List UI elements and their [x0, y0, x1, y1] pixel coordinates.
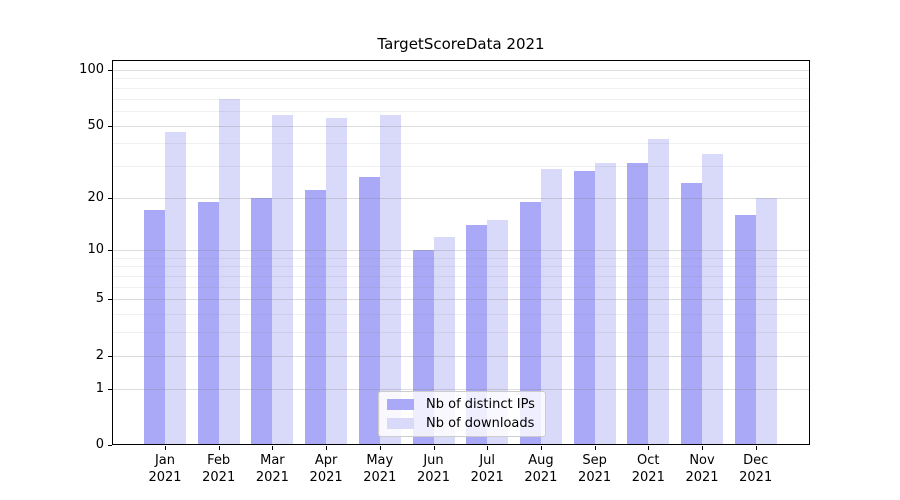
x-tick-mar	[272, 446, 274, 450]
x-tick-jun	[433, 446, 435, 450]
x-tick-feb	[218, 446, 220, 450]
bar-aug-distinct-ips	[519, 201, 541, 445]
plot-area	[112, 60, 810, 445]
y-tick-2	[108, 355, 112, 357]
bar-oct-distinct-ips	[627, 163, 649, 445]
bar-sep-distinct-ips	[573, 171, 595, 445]
x-tick-dec	[755, 446, 757, 450]
gridline-minor-9	[112, 257, 810, 259]
y-tick-100	[108, 69, 112, 71]
x-tick-label-jun: Jun 2021	[416, 453, 451, 485]
y-tick-20	[108, 197, 112, 199]
bar-aug-downloads	[540, 168, 562, 445]
x-tick-label-jan: Jan 2021	[148, 453, 182, 485]
gridline-minor-8	[112, 266, 810, 268]
bar-jan-distinct-ips	[144, 210, 165, 445]
bar-nov-downloads	[702, 153, 723, 445]
chart-title: TargetScoreData 2021	[377, 35, 545, 53]
x-tick-label-may: May 2021	[363, 453, 397, 485]
x-tick-label-mar: Mar 2021	[255, 453, 289, 485]
gridline-minor-3	[112, 332, 810, 334]
y-tick-50	[108, 125, 112, 127]
gridline-minor-70	[112, 98, 810, 100]
x-tick-sep	[594, 446, 596, 450]
gridline-minor-40	[112, 143, 810, 145]
x-tick-label-apr: Apr 2021	[309, 453, 343, 485]
x-tick-label-nov: Nov 2021	[685, 453, 719, 485]
gridline-major-5	[112, 299, 810, 301]
bar-dec-distinct-ips	[734, 214, 756, 445]
gridline-minor-4	[112, 314, 810, 316]
y-tick-label-5: 5	[95, 291, 104, 307]
x-tick-oct	[648, 446, 650, 450]
bar-oct-downloads	[648, 139, 670, 445]
y-tick-label-0: 0	[95, 437, 104, 452]
x-tick-may	[379, 446, 381, 450]
x-tick-nov	[702, 446, 703, 450]
legend-swatch-distinct-ips	[387, 399, 414, 410]
y-tick-label-2: 2	[95, 347, 104, 363]
y-tick-label-1: 1	[95, 380, 104, 396]
bar-jan-downloads	[165, 132, 186, 445]
y-tick-5	[108, 299, 112, 301]
y-tick-1	[108, 388, 112, 390]
legend-item-distinct-ips: Nb of distinct IPs	[387, 397, 537, 412]
legend-label-distinct-ips: Nb of distinct IPs	[426, 397, 535, 412]
x-tick-jan	[165, 446, 166, 450]
y-tick-label-100: 100	[79, 61, 104, 77]
x-tick-label-oct: Oct 2021	[631, 453, 665, 485]
bar-mar-downloads	[272, 115, 294, 445]
y-tick-label-20: 20	[87, 189, 104, 205]
gridline-minor-6	[112, 286, 810, 288]
x-tick-label-feb: Feb 2021	[202, 453, 236, 485]
y-tick-0	[108, 445, 112, 446]
legend-label-downloads: Nb of downloads	[426, 416, 535, 431]
gridline-minor-60	[112, 110, 810, 112]
gridline-major-100	[112, 69, 810, 71]
y-tick-10	[108, 250, 112, 252]
legend-swatch-downloads	[387, 418, 414, 429]
gridline-major-1	[112, 388, 810, 390]
bar-mar-distinct-ips	[251, 197, 273, 445]
gridline-major-2	[112, 355, 810, 357]
legend: Nb of distinct IPs Nb of downloads	[378, 391, 546, 437]
gridline-minor-7	[112, 276, 810, 278]
gridline-minor-30	[112, 165, 810, 167]
gridline-major-10	[112, 250, 810, 252]
bar-sep-downloads	[594, 163, 616, 445]
x-tick-apr	[326, 446, 328, 450]
x-tick-label-jul: Jul 2021	[470, 453, 504, 485]
bar-jul-downloads	[487, 219, 509, 445]
y-tick-label-10: 10	[87, 242, 104, 258]
bar-feb-distinct-ips	[197, 201, 219, 445]
y-tick-label-50: 50	[87, 117, 104, 133]
bar-nov-distinct-ips	[681, 183, 702, 445]
bar-jul-distinct-ips	[466, 224, 488, 445]
legend-item-downloads: Nb of downloads	[387, 416, 537, 431]
x-tick-label-sep: Sep 2021	[578, 453, 612, 485]
gridline-major-50	[112, 125, 810, 127]
bar-may-downloads	[379, 115, 401, 445]
gridline-minor-80	[112, 87, 810, 89]
bar-may-distinct-ips	[358, 177, 380, 445]
x-tick-aug	[540, 446, 542, 450]
bar-apr-downloads	[326, 117, 348, 445]
x-tick-label-dec: Dec 2021	[739, 453, 773, 485]
x-tick-label-aug: Aug 2021	[524, 453, 558, 485]
gridline-major-20	[112, 197, 810, 199]
bar-apr-distinct-ips	[305, 190, 327, 445]
bar-dec-downloads	[755, 197, 777, 445]
gridline-minor-90	[112, 78, 810, 80]
bar-feb-downloads	[218, 98, 240, 445]
x-tick-jul	[487, 446, 489, 450]
